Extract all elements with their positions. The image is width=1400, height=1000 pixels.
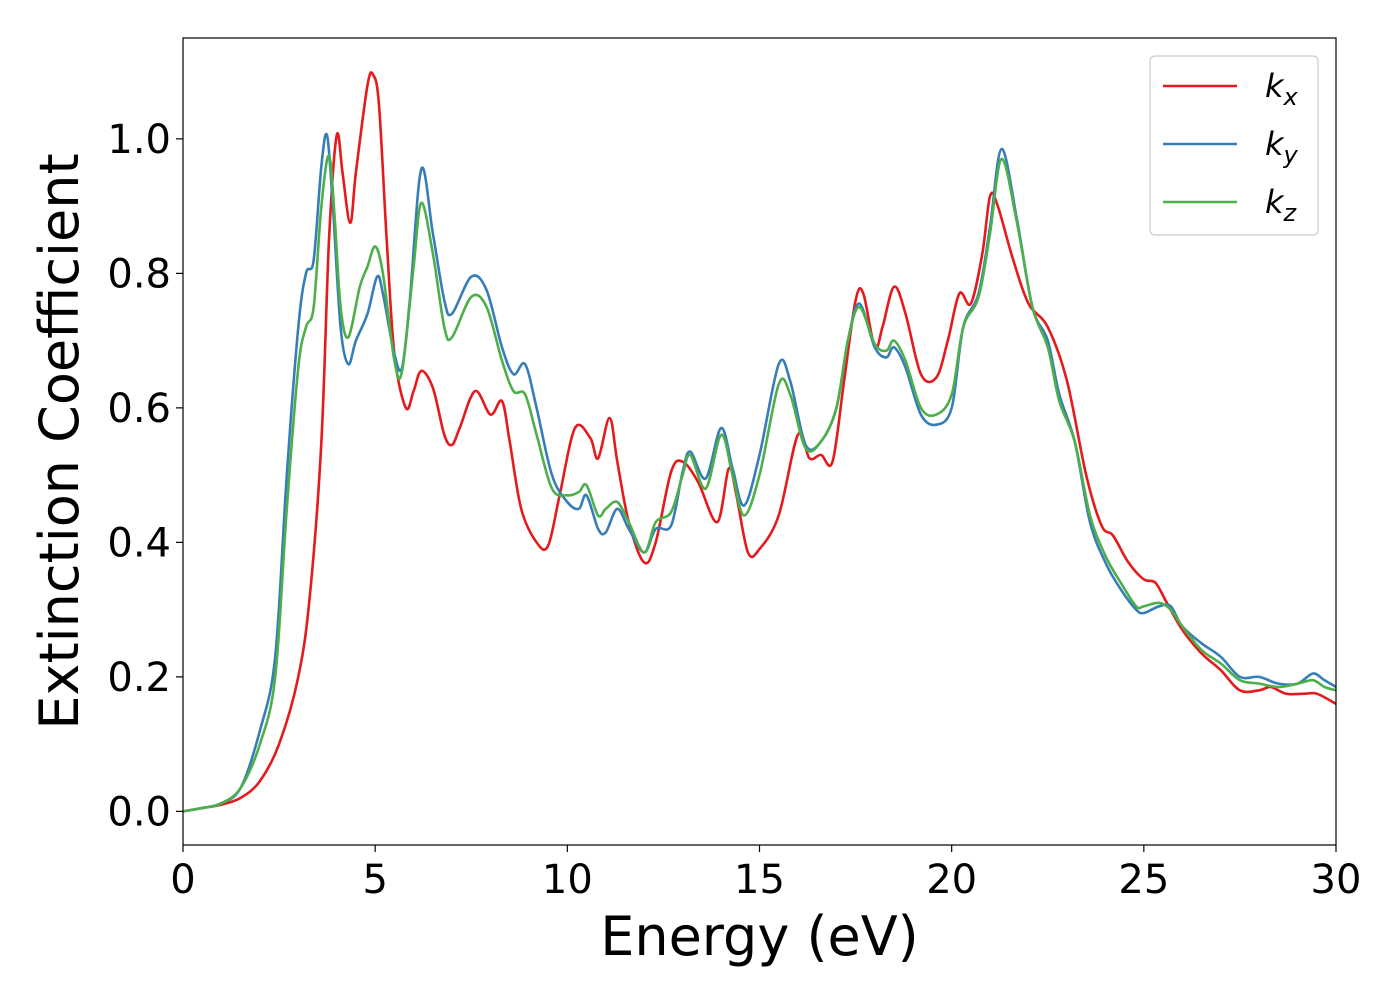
series-line-x: [183, 71, 1336, 813]
y-tick-label: 0.0: [107, 789, 171, 835]
legend-label-x: kx: [1265, 67, 1299, 111]
series-line-z: [183, 154, 1336, 813]
x-axis-label: Energy (eV): [600, 905, 919, 968]
x-tick-label: 0: [170, 857, 195, 903]
ticks-layer: 0 5 10 15 20 25 30 0.0 0.2 0.4 0.6 0.8 1.0: [107, 117, 1361, 903]
x-tick-label: 30: [1311, 857, 1362, 903]
y-tick-label: 0.8: [107, 251, 171, 297]
y-tick-label: 0.6: [107, 386, 171, 432]
y-tick-label: 1.0: [107, 117, 171, 163]
x-tick-label: 20: [926, 857, 977, 903]
legend-box: [1149, 55, 1319, 236]
legend-label-y: ky: [1265, 125, 1299, 169]
y-tick-label: 0.4: [107, 520, 171, 566]
y-tick-label: 0.2: [107, 655, 171, 701]
x-tick-label: 5: [362, 857, 387, 903]
legend-label-z: kz: [1265, 183, 1298, 227]
legend: kx ky kz: [1149, 55, 1319, 236]
x-tick-label: 10: [542, 857, 593, 903]
series-line-y: [183, 132, 1336, 813]
series-layer: [183, 71, 1336, 813]
x-tick-label: 25: [1118, 857, 1169, 903]
y-axis-label: Extinction Coefficient: [28, 153, 91, 729]
x-tick-label: 15: [734, 857, 785, 903]
